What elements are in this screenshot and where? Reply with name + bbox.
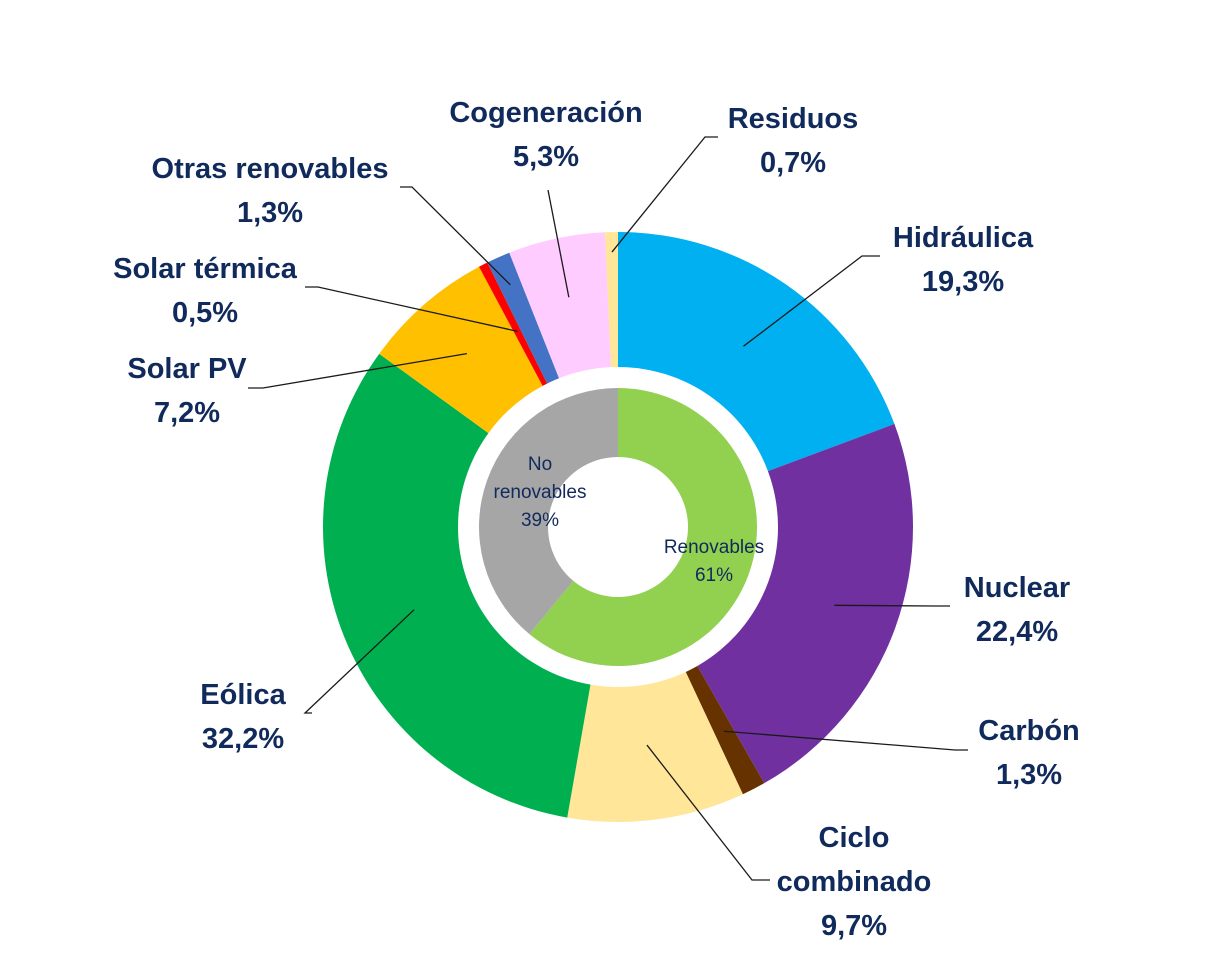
slice-solar-termica <box>479 262 548 386</box>
leader-line-solar-pv <box>248 352 467 389</box>
slice-hidraulica <box>618 232 895 472</box>
slice-carbon <box>685 665 765 795</box>
data-label-solar-termica: Solar térmica 0,5% <box>113 253 298 329</box>
leader-line-solar-termica <box>305 286 518 332</box>
leader-line-eolica <box>303 609 415 714</box>
slice-otras-renovables <box>487 252 560 384</box>
slice-ciclo-combinado <box>567 671 743 822</box>
slice-eolica <box>323 353 591 818</box>
leader-line-cogeneracion <box>547 189 570 298</box>
data-label-otras-renovables: Otras renovables 1,3% <box>152 153 389 229</box>
leader-line-carbon <box>723 730 968 751</box>
inner-slice-renovables <box>529 388 758 666</box>
inner-label-renovables: Renovables 61% <box>664 537 764 586</box>
leader-line-hidraulica <box>743 255 880 347</box>
data-label-hidraulica: Hidráulica 19,3% <box>893 222 1034 298</box>
data-label-carbon: Carbón 1,3% <box>978 715 1080 791</box>
slice-cogeneracion <box>509 232 611 379</box>
data-label-nuclear: Nuclear 22,4% <box>964 572 1070 648</box>
leader-line-ciclo-combinado <box>646 744 770 881</box>
data-label-cogeneracion: Cogeneración 5,3% <box>449 97 642 173</box>
data-label-eolica: Eólica 32,2% <box>200 679 286 755</box>
leader-line-nuclear <box>834 604 950 607</box>
slice-nuclear <box>697 423 914 784</box>
data-label-ciclo-combinado: Ciclo combinado 9,7% <box>777 822 932 942</box>
leader-line-residuos <box>611 136 718 253</box>
slice-solar-pv <box>379 266 543 434</box>
slice-residuos <box>605 232 618 368</box>
leader-line-otras-renovables <box>400 186 511 286</box>
data-label-solar-pv: Solar PV 7,2% <box>127 353 247 429</box>
data-label-residuos: Residuos 0,7% <box>728 103 859 179</box>
inner-slice-no-renovables <box>479 388 618 635</box>
inner-label-no-renovables: No renovables 39% <box>494 454 587 531</box>
